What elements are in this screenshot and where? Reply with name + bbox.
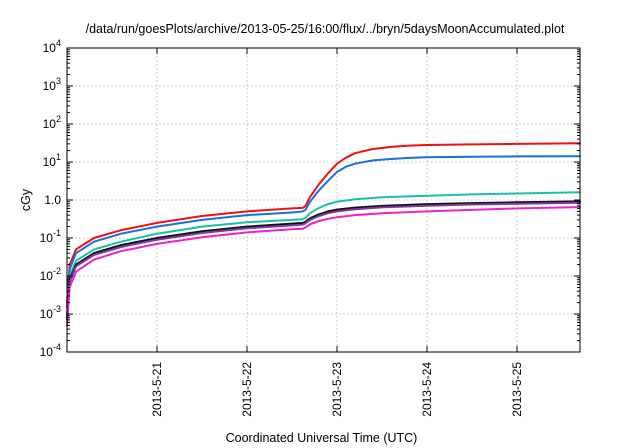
y-tick-label: 10-2	[40, 266, 61, 283]
x-axis: 2013-5-21 2013-5-22 2013-5-23 2013-5-24 2013…	[150, 48, 524, 417]
y-tick-label: 10-3	[40, 304, 61, 321]
x-tick-label: 2013-5-22	[240, 362, 254, 417]
y-tick-label: 10-1	[40, 228, 61, 245]
chart-title: /data/run/goesPlots/archive/2013-05-25/1…	[86, 22, 565, 36]
y-tick-label: 1.0	[44, 193, 61, 207]
series-line-4	[66, 200, 581, 319]
x-tick-label: 2013-5-21	[150, 362, 164, 417]
series-line-3	[66, 191, 581, 315]
series-line-1	[66, 142, 581, 304]
x-tick-label: 2013-5-23	[330, 362, 344, 417]
series-line-2	[66, 155, 581, 309]
series-layer	[66, 142, 581, 327]
y-axis: 10-4 10-3 10-2 10-1 1.0 101 102 103 104	[40, 38, 580, 359]
y-tick-label: 101	[43, 152, 61, 169]
x-tick-label: 2013-5-24	[420, 362, 434, 417]
x-tick-label: 2013-5-25	[510, 362, 524, 417]
series-line-6	[66, 206, 581, 327]
grid-layer	[67, 48, 580, 352]
y-tick-label: 103	[43, 76, 61, 93]
y-tick-label: 104	[43, 38, 61, 55]
series-line-5	[66, 201, 581, 321]
y-tick-label: 102	[43, 114, 61, 131]
x-axis-label: Coordinated Universal Time (UTC)	[226, 431, 418, 445]
y-axis-label: cGy	[19, 188, 33, 211]
y-tick-label: 10-4	[40, 342, 61, 359]
